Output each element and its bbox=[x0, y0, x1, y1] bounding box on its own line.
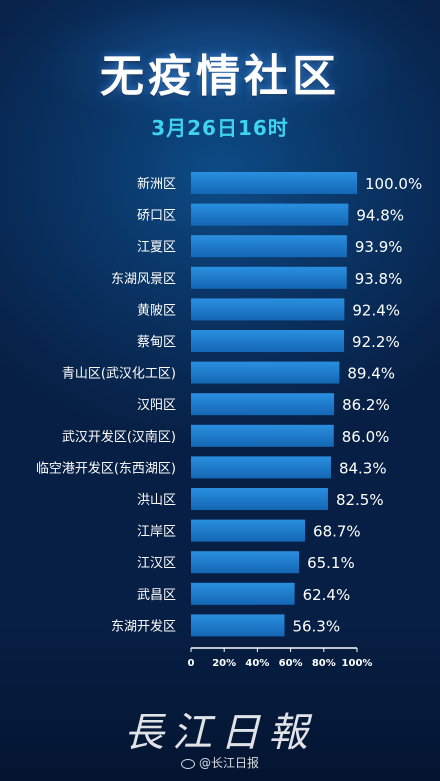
weibo-watermark: @长江日报 bbox=[0, 754, 440, 771]
value-label: 86.2% bbox=[342, 396, 390, 414]
x-tick-label: 60% bbox=[279, 658, 303, 669]
category-label: 黄陂区 bbox=[137, 302, 176, 318]
category-label: 武汉开发区(汉南区) bbox=[62, 429, 176, 445]
value-label: 93.8% bbox=[355, 270, 403, 288]
value-label: 92.4% bbox=[352, 301, 400, 319]
x-tick-label: 0 bbox=[188, 658, 195, 669]
x-tick-label: 40% bbox=[245, 658, 269, 669]
bar bbox=[191, 488, 328, 510]
newspaper-logo: 長江日報 bbox=[124, 710, 316, 756]
bar bbox=[191, 456, 331, 479]
category-label: 江夏区 bbox=[137, 240, 176, 255]
bar bbox=[191, 172, 357, 194]
category-label: 东湖风景区 bbox=[111, 272, 176, 287]
value-label: 56.3% bbox=[292, 617, 340, 635]
bar bbox=[191, 551, 300, 574]
bar bbox=[191, 203, 349, 226]
bar-chart: 新洲区 100.0% 硚口区 94.8% 江夏区 93.9% 东湖风景区 93.8% 黄陂区 92… bbox=[36, 172, 422, 669]
category-label: 青山区(武汉化工区) bbox=[62, 367, 176, 382]
category-label: 蔡甸区 bbox=[137, 335, 176, 350]
value-label: 89.4% bbox=[347, 365, 395, 383]
value-label: 82.5% bbox=[336, 491, 384, 509]
category-label: 临空港开发区(东西湖区) bbox=[36, 460, 176, 476]
bar bbox=[191, 582, 295, 605]
bar bbox=[191, 519, 306, 542]
x-tick-label: 100% bbox=[342, 658, 373, 669]
watermark-text: @长江日报 bbox=[198, 756, 259, 770]
value-label: 68.7% bbox=[313, 523, 361, 541]
category-label: 江岸区 bbox=[137, 525, 176, 540]
weibo-icon bbox=[180, 758, 195, 769]
value-label: 62.4% bbox=[303, 586, 351, 604]
bar bbox=[191, 235, 347, 258]
value-label: 65.1% bbox=[307, 554, 355, 572]
category-label: 洪山区 bbox=[137, 493, 176, 508]
category-label: 汉阳区 bbox=[137, 398, 176, 413]
bar bbox=[191, 330, 345, 352]
page-subtitle: 3月26日16时 bbox=[151, 116, 289, 140]
value-label: 100.0% bbox=[365, 175, 422, 193]
x-tick-label: 20% bbox=[212, 658, 236, 669]
category-label: 硚口区 bbox=[137, 209, 176, 224]
category-label: 武昌区 bbox=[137, 588, 176, 603]
bar bbox=[191, 361, 340, 384]
bar bbox=[191, 298, 345, 321]
bar bbox=[191, 614, 285, 637]
x-tick-label: 80% bbox=[312, 658, 336, 669]
category-label: 江汉区 bbox=[137, 556, 176, 571]
bar bbox=[191, 424, 334, 447]
bar bbox=[191, 393, 335, 416]
value-label: 93.9% bbox=[355, 238, 403, 256]
bar bbox=[191, 266, 347, 289]
value-label: 92.2% bbox=[352, 333, 400, 351]
value-label: 86.0% bbox=[342, 428, 390, 446]
page-title: 无疫情社区 bbox=[100, 51, 340, 102]
value-label: 84.3% bbox=[339, 459, 387, 477]
value-label: 94.8% bbox=[356, 207, 404, 225]
category-label: 东湖开发区 bbox=[111, 618, 176, 634]
category-label: 新洲区 bbox=[137, 176, 176, 192]
